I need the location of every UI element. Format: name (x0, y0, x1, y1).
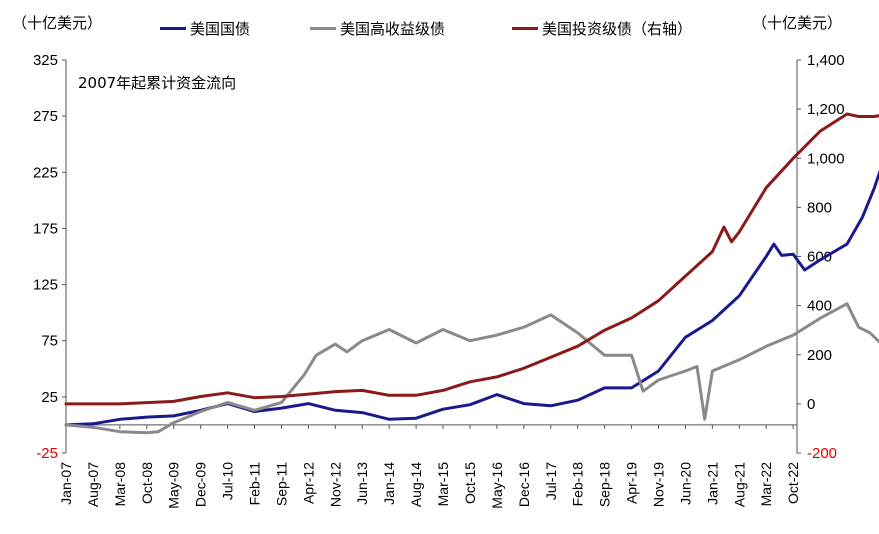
x-tick-label: Mar-22 (758, 462, 774, 507)
x-tick-label: Jun-13 (354, 462, 370, 505)
left-tick-label: 275 (33, 108, 58, 125)
legend-item-high-yield: 美国高收益级债 (310, 18, 445, 39)
x-tick-label: Jan-21 (704, 462, 720, 505)
x-tick-label: Dec-16 (516, 462, 532, 507)
right-tick-label: -200 (807, 445, 837, 462)
series-line-0 (64, 169, 879, 427)
x-tick-label: Mar-08 (112, 462, 128, 507)
legend-item-treasury: 美国国债 (160, 18, 250, 39)
x-tick-label: Apr-12 (300, 462, 316, 504)
x-tick-label: Jun-20 (677, 462, 693, 505)
right-tick-label: 1,400 (807, 52, 845, 69)
x-tick-label: Aug-21 (731, 462, 747, 507)
x-tick-label: Jan-07 (58, 462, 74, 505)
x-tick-label: Sep-11 (273, 462, 289, 506)
legend-label-treasury: 美国国债 (190, 20, 251, 38)
legend-swatch-investment-grade (512, 27, 538, 30)
left-tick-label: 25 (41, 389, 58, 406)
x-tick-label: May-09 (166, 462, 182, 509)
x-tick-label: Apr-19 (624, 462, 640, 504)
left-tick-label: 225 (33, 164, 58, 181)
right-tick-label: 1,000 (807, 150, 845, 167)
left-tick-label: 325 (33, 52, 58, 69)
x-tick-label: Sep-18 (597, 462, 613, 507)
right-tick-label: 0 (807, 396, 815, 413)
x-tick-label: Oct-22 (785, 462, 801, 504)
x-tick-label: Nov-12 (327, 462, 343, 507)
legend-swatch-high-yield (310, 27, 336, 30)
left-axis-unit: （十亿美元） (12, 14, 103, 32)
right-tick-label: 400 (807, 298, 832, 315)
left-tick-label: 175 (33, 220, 58, 237)
x-tick-label: Dec-09 (193, 462, 209, 507)
series-line-1 (64, 302, 879, 435)
x-tick-label: Jul-10 (220, 462, 236, 500)
left-tick-label: 125 (33, 277, 58, 294)
legend-swatch-treasury (160, 27, 186, 30)
x-tick-label: Feb-11 (247, 462, 263, 506)
right-tick-label: 200 (807, 347, 832, 364)
left-tick-label: -25 (36, 445, 58, 462)
right-axis-unit: （十亿美元） (752, 14, 843, 32)
right-tick-label: 800 (807, 199, 832, 216)
x-tick-label: Feb-18 (570, 462, 586, 507)
x-tick-label: Oct-15 (462, 462, 478, 504)
legend-item-investment-grade: 美国投资级债（右轴） (512, 18, 692, 39)
x-tick-label: Jul-17 (543, 462, 559, 500)
legend-label-high-yield: 美国高收益级债 (340, 20, 446, 38)
x-tick-label: Jan-14 (381, 462, 397, 505)
left-tick-label: 75 (41, 333, 58, 350)
legend-label-investment-grade: 美国投资级债（右轴） (542, 20, 693, 38)
series-line-2 (64, 112, 879, 406)
right-tick-label: 1,200 (807, 101, 845, 118)
x-tick-label: Nov-19 (650, 462, 666, 507)
x-tick-label: Aug-07 (85, 462, 101, 507)
x-tick-label: Mar-15 (435, 462, 451, 507)
right-tick-label: 600 (807, 249, 832, 266)
x-tick-label: Oct-08 (139, 462, 155, 504)
x-tick-label: Aug-14 (408, 462, 424, 507)
chart-title: 2007年起累计资金流向 (78, 74, 237, 92)
x-tick-label: May-16 (489, 462, 505, 509)
